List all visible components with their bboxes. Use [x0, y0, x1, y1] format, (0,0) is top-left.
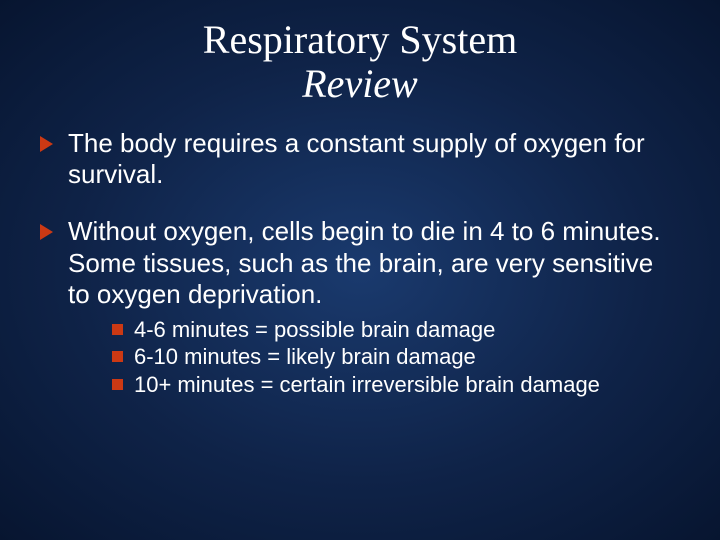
- arrow-bullet-icon: [40, 224, 53, 240]
- sub-bullet-item: 10+ minutes = certain irreversible brain…: [112, 371, 680, 399]
- bullet-text: The body requires a constant supply of o…: [68, 128, 645, 189]
- slide-title: Respiratory System Review: [40, 18, 680, 106]
- square-bullet-icon: [112, 379, 123, 390]
- square-bullet-icon: [112, 351, 123, 362]
- bullet-text: Without oxygen, cells begin to die in 4 …: [68, 216, 661, 308]
- sub-bullet-text: 6-10 minutes = likely brain damage: [134, 344, 476, 369]
- square-bullet-icon: [112, 324, 123, 335]
- sub-bullet-text: 4-6 minutes = possible brain damage: [134, 317, 495, 342]
- title-line-1: Respiratory System: [40, 18, 680, 62]
- arrow-bullet-icon: [40, 136, 53, 152]
- slide-container: Respiratory System Review The body requi…: [0, 0, 720, 540]
- bullet-item: The body requires a constant supply of o…: [40, 128, 680, 190]
- bullet-item: Without oxygen, cells begin to die in 4 …: [40, 216, 680, 398]
- title-line-2: Review: [40, 62, 680, 106]
- sub-bullet-item: 6-10 minutes = likely brain damage: [112, 343, 680, 371]
- sub-bullet-item: 4-6 minutes = possible brain damage: [112, 316, 680, 344]
- bullet-list: The body requires a constant supply of o…: [40, 128, 680, 398]
- sub-bullet-list: 4-6 minutes = possible brain damage 6-10…: [112, 316, 680, 399]
- sub-bullet-text: 10+ minutes = certain irreversible brain…: [134, 372, 600, 397]
